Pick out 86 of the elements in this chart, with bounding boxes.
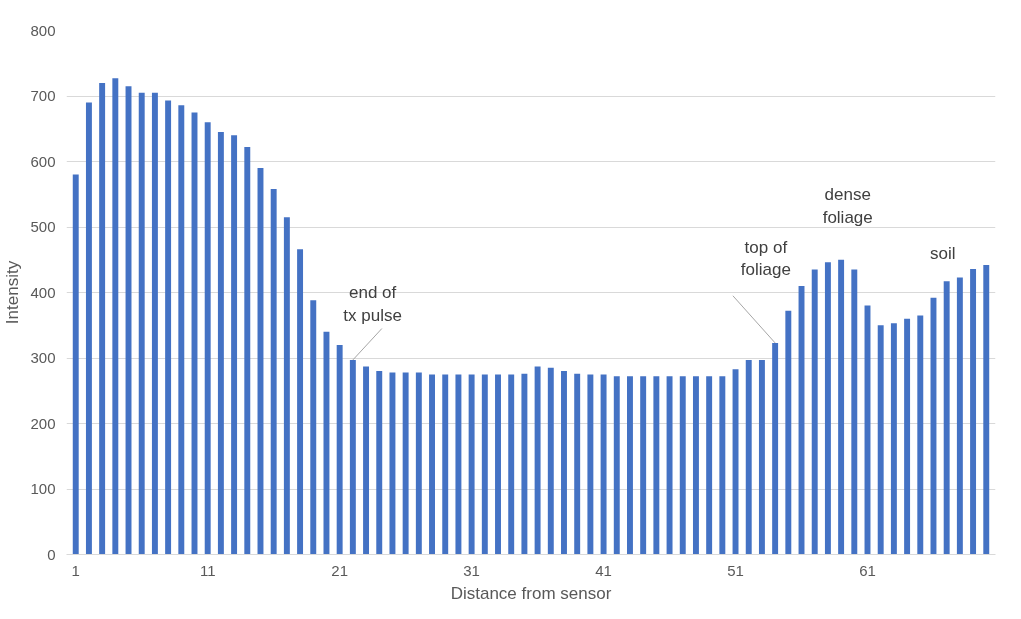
annotation: end of tx pulse — [343, 283, 402, 326]
bar — [600, 374, 607, 555]
bar — [217, 132, 224, 555]
bar — [349, 359, 356, 555]
y-tick-label: 200 — [30, 414, 56, 432]
bar — [376, 371, 383, 555]
bar — [561, 371, 567, 555]
bar — [283, 217, 290, 555]
bar — [824, 262, 831, 555]
x-tick-label: 11 — [199, 561, 216, 579]
bar — [627, 376, 633, 555]
y-tick-label: 800 — [30, 21, 56, 39]
bar — [402, 372, 409, 555]
y-tick-label: 500 — [30, 218, 56, 235]
bar — [877, 325, 884, 555]
x-tick-label: 41 — [595, 561, 612, 579]
bar — [72, 174, 79, 555]
bar — [323, 331, 330, 555]
annotation: dense foliage — [822, 185, 873, 227]
bar — [495, 374, 501, 555]
bar — [389, 372, 396, 555]
annotation: top of foliage — [740, 237, 791, 280]
x-tick-label: 1 — [71, 561, 80, 579]
bar — [983, 264, 990, 555]
bar — [587, 374, 594, 555]
y-tick-label: 0 — [47, 545, 56, 563]
x-axis-title: Distance from sensor — [450, 583, 612, 603]
bar — [838, 259, 845, 555]
bar — [613, 376, 620, 555]
bar — [904, 318, 911, 555]
bar — [534, 366, 541, 555]
bar — [732, 369, 739, 555]
bar — [151, 92, 158, 555]
bar — [679, 376, 686, 555]
bar — [508, 374, 515, 555]
bar — [455, 374, 462, 555]
bar — [415, 372, 422, 555]
bar — [481, 374, 488, 555]
bar — [666, 376, 673, 555]
bar — [745, 359, 752, 555]
bar — [547, 367, 554, 555]
bar — [297, 249, 304, 555]
bar — [653, 376, 660, 555]
bar — [943, 281, 950, 555]
bar — [956, 277, 963, 555]
bar — [336, 344, 343, 555]
bar — [138, 92, 145, 555]
bar — [574, 373, 581, 555]
bar — [970, 268, 977, 555]
bar — [99, 82, 106, 555]
bar — [165, 100, 172, 555]
y-tick-label: 300 — [30, 349, 56, 366]
bar — [785, 310, 792, 555]
annotation: soil — [929, 244, 956, 264]
bar — [112, 78, 119, 555]
bar — [231, 135, 238, 555]
y-tick-label: 100 — [30, 480, 56, 497]
y-tick-label: 700 — [30, 87, 56, 104]
bar — [178, 105, 185, 555]
x-tick-label: 61 — [859, 561, 876, 579]
bar — [363, 366, 370, 555]
bar — [640, 376, 647, 555]
bar — [310, 300, 317, 555]
bar — [270, 189, 277, 555]
bar — [442, 374, 449, 555]
x-tick-label: 31 — [463, 561, 480, 579]
bar — [204, 122, 211, 555]
bar — [692, 376, 699, 555]
y-tick-label: 400 — [30, 283, 56, 301]
bar — [429, 374, 435, 555]
y-axis-title: Intensity — [3, 260, 23, 325]
bar — [772, 342, 779, 555]
bar — [706, 376, 713, 555]
x-tick-label: 21 — [331, 561, 348, 579]
bar — [521, 373, 528, 555]
y-tick-label: 600 — [30, 152, 56, 170]
bar — [890, 323, 897, 555]
bar — [917, 315, 924, 555]
bar — [851, 269, 858, 555]
bar — [719, 376, 726, 555]
bar — [758, 359, 765, 555]
bar — [468, 374, 475, 555]
bar — [85, 102, 92, 555]
x-tick-label: 51 — [727, 561, 744, 579]
bar — [811, 269, 818, 555]
bar — [244, 147, 251, 555]
